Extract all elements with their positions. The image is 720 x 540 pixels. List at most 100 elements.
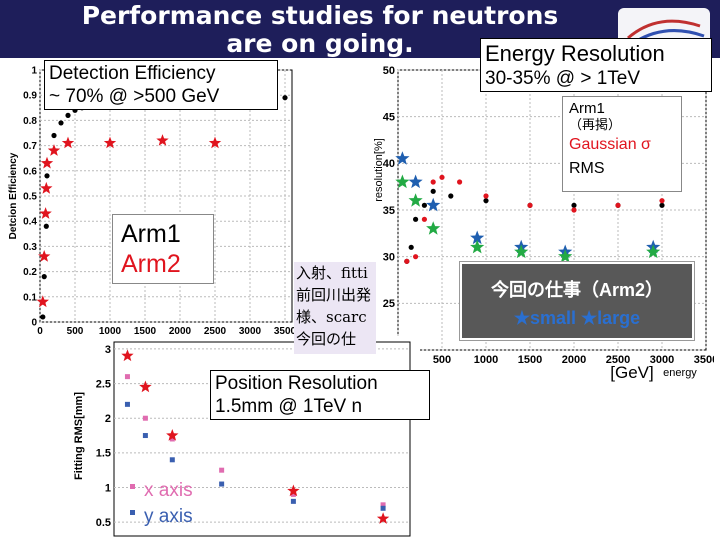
data-point <box>404 258 410 264</box>
data-point <box>426 197 441 212</box>
slide-title: Performance studies for neutrons are on … <box>40 2 600 58</box>
data-point <box>527 202 533 208</box>
y-axis-label: Detcion Efficiency <box>8 152 19 239</box>
arm-label-box: Arm1 Arm2 <box>112 214 214 284</box>
y-tick-label: 0.1 <box>23 292 37 303</box>
data-point <box>219 467 225 473</box>
data-point <box>219 481 225 487</box>
x-tick-label: 1500 <box>134 326 157 337</box>
data-point <box>290 498 296 504</box>
data-point <box>380 505 386 511</box>
data-point <box>659 202 665 208</box>
legend-gaussian: Gaussian σ <box>569 136 651 153</box>
data-point <box>470 230 485 245</box>
x-tick-label: 3000 <box>239 326 262 337</box>
data-point <box>36 295 49 308</box>
data-point <box>61 136 75 149</box>
data-point <box>41 274 47 280</box>
data-point <box>40 156 54 169</box>
legend-arm1: Arm1 <box>569 100 605 117</box>
data-point <box>413 254 419 260</box>
data-point <box>282 95 288 101</box>
data-point <box>430 179 436 185</box>
data-point <box>646 244 661 259</box>
position-chart: 0.5 1 1.5 2 2.5 3 Fitting RMS[mm] x axis y axis <box>70 336 420 540</box>
x-axis-label: [GeV] <box>610 363 653 382</box>
current-work-badge: 今回の仕事（Arm2） ★small ★large <box>459 261 695 341</box>
data-point <box>290 491 296 497</box>
arm1-label: Arm1 <box>121 220 181 248</box>
data-point <box>439 174 445 180</box>
detection-efficiency-box: Detection Efficiency ~ 70% @ >500 GeV <box>44 60 278 110</box>
x-tick-label: 2500 <box>606 354 630 366</box>
y-tick-label: 30 <box>383 252 395 264</box>
x-tick-label: 3500 <box>694 354 714 366</box>
x-tick-label: 1500 <box>518 354 542 366</box>
y-tick-label: 0.2 <box>23 267 37 278</box>
data-point <box>169 436 175 442</box>
slide-title-line2: are on going. <box>226 29 414 58</box>
x-tick-label: 1000 <box>474 354 498 366</box>
x-tick-label: 2000 <box>169 326 192 337</box>
data-point <box>40 181 53 194</box>
y-tick-label: 0.5 <box>96 517 111 529</box>
data-point <box>124 374 130 380</box>
y-tick-label: 45 <box>383 112 395 124</box>
underlay-line-4: 今回の仕 <box>296 330 357 348</box>
data-point <box>659 198 665 204</box>
legend-rms: RMS <box>569 160 605 177</box>
x-axis-label-energy: energy <box>663 367 697 379</box>
x-tick-label: 0 <box>37 326 43 337</box>
data-point <box>421 202 427 208</box>
badge-legend: ★small ★large <box>513 308 641 328</box>
data-point <box>380 502 386 508</box>
energy-resolution-title: Energy Resolution <box>485 41 665 66</box>
data-point <box>139 380 152 393</box>
data-point <box>571 202 577 208</box>
data-point <box>395 151 410 165</box>
position-value: 1.5mm @ 1TeV n <box>215 396 363 417</box>
data-point <box>142 433 148 439</box>
data-point <box>124 401 130 407</box>
plot-frame <box>113 341 411 537</box>
x-tick-label: 1000 <box>99 326 122 337</box>
legend-marker-x <box>130 484 135 489</box>
x-tick-label: 2500 <box>204 326 227 337</box>
data-point <box>376 512 390 524</box>
x-tick-label: 3500 <box>274 326 297 337</box>
underlay-line-3: 様、scarc <box>296 308 367 326</box>
y-tick-label: 2.5 <box>96 378 111 390</box>
slide-title-line1: Performance studies for neutrons <box>81 1 559 30</box>
data-point <box>408 174 423 189</box>
y-tick-label: 0.3 <box>23 242 37 253</box>
data-point <box>421 216 427 222</box>
data-point <box>483 193 489 199</box>
data-point <box>51 132 57 139</box>
arm2-label: Arm2 <box>121 250 181 278</box>
data-point <box>615 202 621 208</box>
energy-resolution-value: 30-35% @ > 1TeV <box>485 68 641 89</box>
data-point <box>408 244 414 250</box>
data-point <box>426 221 441 235</box>
data-point <box>39 207 52 219</box>
y-tick-label: 35 <box>383 205 395 217</box>
y-tick-label: 0.7 <box>23 141 37 152</box>
position-title: Position Resolution <box>215 373 378 394</box>
efficiency-title: Detection Efficiency <box>49 63 216 84</box>
data-point <box>121 349 134 362</box>
y-tick-label: 0.5 <box>23 192 37 203</box>
data-point <box>413 216 419 222</box>
x-tick-label: 3000 <box>650 354 674 366</box>
data-point <box>483 198 489 204</box>
data-point <box>395 174 410 189</box>
legend-x-axis: x axis <box>144 480 193 501</box>
data-point <box>156 134 169 146</box>
data-point <box>40 314 46 320</box>
y-tick-label: 40 <box>383 158 395 170</box>
y-tick-label: 1 <box>105 482 111 494</box>
data-point <box>448 193 454 199</box>
data-point <box>287 484 300 497</box>
data-point <box>44 173 50 179</box>
x-tick-label: 500 <box>67 326 84 337</box>
data-point <box>558 249 573 263</box>
